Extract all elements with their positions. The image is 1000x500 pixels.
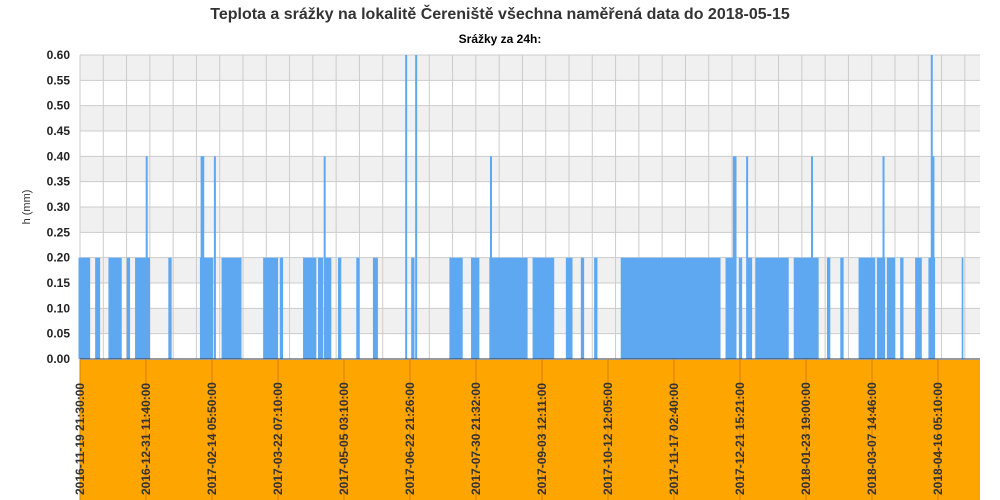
bar-period (489, 257, 528, 359)
y-tick-label: 0.25 (47, 225, 71, 239)
bar-period (886, 257, 896, 359)
bar-period (95, 257, 101, 359)
bar-spike (811, 156, 814, 359)
y-tick-label: 0.20 (47, 251, 71, 265)
x-tick-label: 2017-11-17 02:40:00 (667, 383, 681, 495)
y-axis-label: h (mm) (21, 190, 33, 225)
x-tick-label: 2018-04-16 05:10:00 (931, 382, 945, 495)
bar-period (532, 257, 555, 359)
bar-period (840, 257, 844, 359)
bar-period (337, 257, 342, 359)
x-tick-label: 2017-06-22 21:26:00 (403, 382, 417, 495)
y-tick-label: 0.55 (47, 73, 71, 87)
bar-period (915, 257, 922, 359)
bar-spike (932, 156, 935, 359)
bar-period (356, 257, 360, 359)
y-tick-label: 0.50 (47, 99, 71, 113)
y-tick-label: 0.15 (47, 276, 71, 290)
bar-spike (405, 55, 408, 359)
bar-period (78, 257, 91, 359)
bar-period (858, 257, 876, 359)
bar-period (318, 257, 324, 359)
y-tick-label: 0.35 (47, 175, 71, 189)
bar-period (221, 257, 242, 359)
bar-spike (930, 55, 933, 359)
bar-period (279, 257, 284, 359)
grid-band (80, 105, 980, 131)
bar-period (755, 257, 789, 359)
bar-spike (200, 156, 203, 359)
bar-spike (145, 156, 148, 359)
bar-period (303, 257, 317, 359)
grid-band (80, 156, 980, 182)
bar-period (135, 257, 151, 359)
x-tick-label: 2016-11-19 21:30:00 (73, 383, 87, 495)
bar-spike (213, 156, 216, 359)
bar-spike (489, 156, 492, 359)
x-tick-label: 2017-10-12 12:05:00 (601, 382, 615, 495)
bar-spike (746, 156, 749, 359)
bar-spike (882, 156, 885, 359)
y-tick-label: 0.40 (47, 149, 71, 163)
y-tick-label: 0.10 (47, 301, 71, 315)
bar-period (565, 257, 573, 359)
bar-period (826, 257, 831, 359)
bar-period (961, 257, 964, 359)
x-axis-band (80, 360, 980, 500)
bar-period (126, 257, 131, 359)
x-tick-label: 2017-09-03 12:11:00 (535, 383, 549, 495)
x-tick-label: 2016-12-31 11:40:00 (139, 383, 153, 495)
chart-subtitle: Srážky za 24h: (458, 32, 542, 46)
bar-period (372, 257, 378, 359)
x-tick-label: 2018-03-07 14:46:00 (865, 382, 879, 495)
chart-title: Teplota a srážky na lokalitě Čereniště v… (210, 6, 790, 23)
bar-period (747, 257, 753, 359)
bar-period (620, 257, 721, 359)
bar-period (725, 257, 734, 359)
bar-period (108, 257, 122, 359)
bar-period (793, 257, 819, 359)
x-tick-label: 2017-07-30 21:32:00 (469, 382, 483, 495)
x-tick-label: 2017-05-05 03:10:00 (337, 382, 351, 495)
bar-period (580, 257, 585, 359)
y-tick-label: 0.00 (47, 352, 71, 366)
y-tick-label: 0.45 (47, 124, 71, 138)
x-tick-label: 2017-03-22 07:10:00 (271, 382, 285, 495)
x-tick-label: 2017-02-14 05:50:00 (205, 382, 219, 495)
bar-period (738, 257, 743, 359)
bar-period (263, 257, 279, 359)
x-tick-label: 2017-12-21 15:21:00 (733, 382, 747, 495)
bar-period (411, 257, 415, 359)
bar-spike (202, 156, 205, 359)
bar-period (594, 257, 598, 359)
bar-period (471, 257, 480, 359)
y-tick-label: 0.05 (47, 327, 71, 341)
y-tick-label: 0.60 (47, 48, 71, 62)
bar-spike (734, 156, 737, 359)
y-tick-label: 0.30 (47, 200, 71, 214)
bar-period (449, 257, 463, 359)
x-tick-label: 2018-01-23 19:00:00 (799, 382, 813, 495)
bar-spike (732, 156, 735, 359)
bar-period (876, 257, 886, 359)
bar-period (324, 257, 332, 359)
grid-band (80, 207, 980, 233)
bar-period (900, 257, 904, 359)
bar-spike (323, 156, 326, 359)
bar-period (168, 257, 172, 359)
grid-band (80, 55, 980, 81)
bar-spike (415, 55, 418, 359)
